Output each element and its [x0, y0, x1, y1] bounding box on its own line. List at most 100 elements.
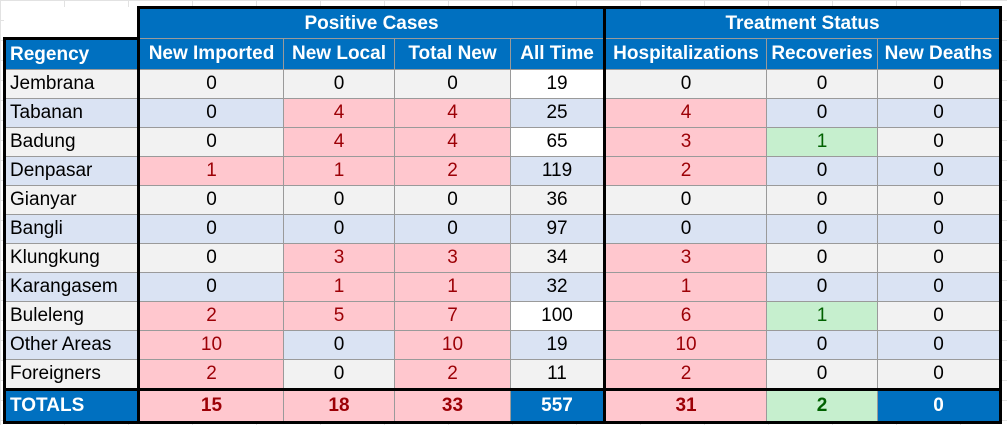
cell-total-new: 1: [394, 272, 511, 302]
col-header-regency: Regency: [3, 37, 139, 70]
cell-regency: Bangli: [3, 214, 139, 244]
cell-regency: Other Areas: [3, 330, 139, 360]
cell-all-time: 65: [509, 127, 606, 157]
cell-recoveries: 0: [766, 98, 879, 128]
totals-all-time: 557: [509, 388, 606, 424]
cell-total-new: 0: [394, 69, 511, 99]
table-row: Bangli 0 0 0 97 0 0 0: [3, 214, 1003, 244]
cell-new-deaths: 0: [877, 185, 1003, 215]
cell-recoveries: 0: [766, 69, 879, 99]
cell-new-local: 4: [283, 98, 395, 128]
cell-new-imported: 0: [137, 214, 284, 244]
cell-recoveries: 0: [766, 214, 879, 244]
cell-new-imported: 0: [137, 69, 284, 99]
cell-new-imported: 0: [137, 98, 284, 128]
cell-all-time: 97: [509, 214, 606, 244]
col-header-new-imported: New Imported: [137, 38, 284, 70]
cell-total-new: 2: [394, 156, 511, 186]
cell-regency: Buleleng: [3, 301, 139, 331]
totals-total-new: 33: [394, 388, 511, 424]
cell-hospitalizations: 10: [603, 330, 768, 360]
cell-regency: Tabanan: [3, 98, 139, 128]
cell-new-local: 0: [283, 69, 395, 99]
cell-hospitalizations: 4: [603, 98, 768, 128]
cell-recoveries: 0: [766, 156, 879, 186]
group-treatment-status: Treatment Status: [603, 6, 1003, 39]
cell-regency: Klungkung: [3, 243, 139, 273]
cell-new-local: 0: [283, 185, 395, 215]
cell-new-deaths: 0: [877, 301, 1003, 331]
totals-new-local: 18: [283, 388, 395, 424]
cell-recoveries: 0: [766, 272, 879, 302]
cell-new-imported: 2: [137, 301, 284, 331]
cell-hospitalizations: 6: [603, 301, 768, 331]
group-positive-cases: Positive Cases: [136, 6, 606, 39]
cell-new-imported: 0: [137, 243, 284, 273]
cell-total-new: 4: [394, 98, 511, 128]
cell-regency: Denpasar: [3, 156, 139, 186]
cell-recoveries: 0: [766, 243, 879, 273]
col-header-hospitalizations: Hospitalizations: [603, 38, 768, 70]
table-row: Karangasem 0 1 1 32 1 0 0: [3, 272, 1003, 302]
cell-all-time: 36: [509, 185, 606, 215]
cell-recoveries: 0: [766, 330, 879, 360]
cell-all-time: 119: [509, 156, 606, 186]
cell-all-time: 32: [509, 272, 606, 302]
covid-cases-table: Positive Cases Treatment Status Regency …: [3, 6, 1003, 424]
col-header-new-local: New Local: [283, 38, 395, 70]
cell-total-new: 2: [394, 359, 511, 390]
table-row: Other Areas 10 0 10 19 10 0 0: [3, 330, 1003, 360]
cell-total-new: 10: [394, 330, 511, 360]
cell-hospitalizations: 2: [603, 359, 768, 390]
cell-new-deaths: 0: [877, 359, 1003, 390]
col-header-new-deaths: New Deaths: [877, 38, 1003, 70]
cell-recoveries: 1: [766, 127, 879, 157]
cell-new-deaths: 0: [877, 98, 1003, 128]
totals-row: TOTALS 15 18 33 557 31 2 0: [3, 388, 1003, 424]
totals-new-imported: 15: [137, 388, 284, 424]
cell-new-deaths: 0: [877, 69, 1003, 99]
cell-new-deaths: 0: [877, 330, 1003, 360]
totals-new-deaths: 0: [877, 388, 1003, 424]
group-header-row: Positive Cases Treatment Status: [4, 6, 1003, 39]
cell-new-deaths: 0: [877, 156, 1003, 186]
cell-recoveries: 0: [766, 359, 879, 390]
cell-new-local: 0: [283, 359, 395, 390]
cell-regency: Karangasem: [3, 272, 139, 302]
cell-hospitalizations: 3: [603, 243, 768, 273]
col-header-recoveries: Recoveries: [766, 38, 879, 70]
cell-new-deaths: 0: [877, 127, 1003, 157]
cell-new-local: 4: [283, 127, 395, 157]
table-row: Denpasar 1 1 2 119 2 0 0: [3, 156, 1003, 186]
cell-new-imported: 10: [137, 330, 284, 360]
cell-new-deaths: 0: [877, 214, 1003, 244]
table-row: Tabanan 0 4 4 25 4 0 0: [3, 98, 1003, 128]
totals-label: TOTALS: [3, 388, 139, 424]
cell-hospitalizations: 1: [603, 272, 768, 302]
cell-regency: Badung: [3, 127, 139, 157]
cell-all-time: 34: [509, 243, 606, 273]
totals-hospitalizations: 31: [603, 388, 768, 424]
cell-hospitalizations: 0: [603, 69, 768, 99]
cell-total-new: 3: [394, 243, 511, 273]
cell-regency: Foreigners: [3, 359, 139, 390]
cell-hospitalizations: 2: [603, 156, 768, 186]
table-row: Buleleng 2 5 7 100 6 1 0: [3, 301, 1003, 331]
col-header-all-time: All Time: [509, 38, 606, 70]
cell-recoveries: 1: [766, 301, 879, 331]
cell-new-local: 0: [283, 214, 395, 244]
cell-new-local: 1: [283, 272, 395, 302]
col-header-total-new: Total New: [394, 38, 511, 70]
cell-new-local: 5: [283, 301, 395, 331]
table-row: Badung 0 4 4 65 3 1 0: [3, 127, 1003, 157]
cell-new-deaths: 0: [877, 243, 1003, 273]
cell-total-new: 0: [394, 185, 511, 215]
table-row: Klungkung 0 3 3 34 3 0 0: [3, 243, 1003, 273]
blank-corner-cell: [4, 7, 139, 39]
cell-all-time: 19: [509, 69, 606, 99]
totals-recoveries: 2: [766, 388, 879, 424]
cell-hospitalizations: 0: [603, 214, 768, 244]
cell-new-imported: 1: [137, 156, 284, 186]
cell-all-time: 19: [509, 330, 606, 360]
